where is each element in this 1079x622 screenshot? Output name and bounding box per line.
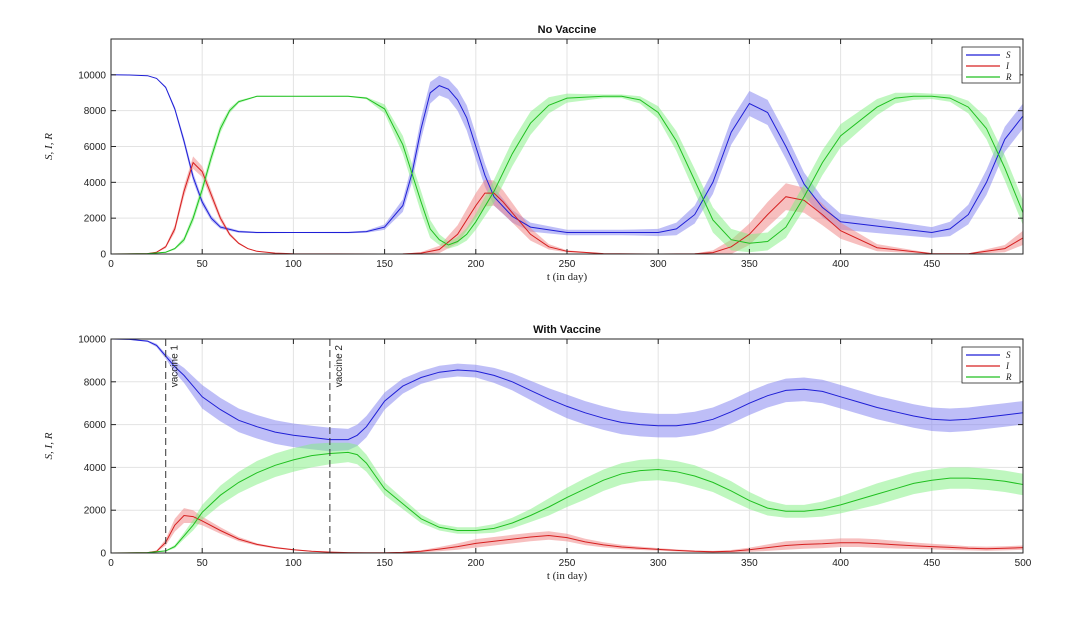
legend-label-R: R [1005, 72, 1012, 82]
x-tick-label: 350 [741, 558, 758, 569]
x-tick-label: 0 [108, 558, 114, 569]
y-axis-label: S, I, R [43, 133, 55, 160]
x-tick-label: 300 [650, 558, 667, 569]
legend-label-I: I [1005, 361, 1010, 371]
x-tick-label: 150 [376, 259, 393, 270]
x-tick-label: 300 [650, 259, 667, 270]
series-line-I [111, 514, 1023, 553]
legend-label-S: S [1006, 350, 1011, 360]
x-tick-label: 200 [467, 558, 484, 569]
x-tick-label: 150 [376, 558, 393, 569]
series-line-R [111, 451, 1023, 553]
confidence-band-I [111, 508, 1023, 553]
x-tick-label: 500 [1015, 558, 1032, 569]
series-group-0 [111, 74, 1023, 254]
y-tick-label: 4000 [84, 463, 107, 474]
chart-title: With Vaccine [533, 324, 601, 336]
y-tick-label: 10000 [78, 335, 106, 346]
x-tick-label: 400 [832, 558, 849, 569]
x-tick-label: 250 [559, 558, 576, 569]
x-tick-label: 100 [285, 259, 302, 270]
y-tick-label: 6000 [84, 142, 107, 153]
legend-label-I: I [1005, 61, 1010, 71]
confidence-band-S [111, 339, 1023, 452]
y-tick-label: 0 [100, 250, 106, 261]
x-tick-label: 50 [197, 558, 209, 569]
series-line-S [111, 74, 1023, 234]
y-tick-label: 2000 [84, 214, 107, 225]
x-tick-label: 200 [467, 259, 484, 270]
x-tick-label: 100 [285, 558, 302, 569]
y-tick-label: 10000 [78, 70, 106, 81]
y-axis-label: S, I, R [43, 432, 55, 459]
x-tick-label: 450 [923, 259, 940, 270]
series-line-S [111, 339, 1023, 441]
y-tick-label: 2000 [84, 506, 107, 517]
vaccine-label-2: vaccine 2 [334, 345, 345, 388]
vaccine-label-1: vaccine 1 [170, 345, 181, 388]
y-tick-label: 0 [100, 549, 106, 560]
y-tick-label: 8000 [84, 377, 107, 388]
y-tick-label: 8000 [84, 106, 107, 117]
x-tick-label: 400 [832, 259, 849, 270]
y-tick-label: 6000 [84, 420, 107, 431]
series-line-R [111, 95, 1023, 254]
y-tick-label: 4000 [84, 178, 107, 189]
x-tick-label: 450 [923, 558, 940, 569]
chart-title: No Vaccine [538, 24, 597, 36]
legend-label-R: R [1005, 372, 1012, 382]
x-tick-label: 0 [108, 259, 114, 270]
series-group-1 [111, 339, 1023, 553]
x-tick-label: 250 [559, 259, 576, 270]
confidence-band-R [111, 92, 1023, 254]
x-axis-label: t (in day) [547, 271, 588, 283]
x-axis-label: t (in day) [547, 570, 588, 582]
x-tick-label: 350 [741, 259, 758, 270]
x-tick-label: 50 [197, 259, 209, 270]
legend-label-S: S [1006, 50, 1011, 60]
